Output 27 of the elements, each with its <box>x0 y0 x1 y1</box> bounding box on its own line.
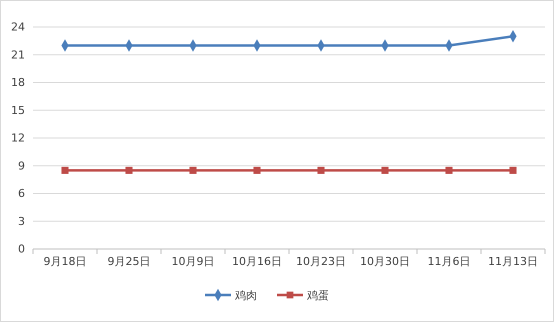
y-tick-label: 6 <box>18 187 25 200</box>
y-tick-label: 12 <box>11 132 25 145</box>
x-tick-label: 9月18日 <box>44 254 86 268</box>
x-tick-label: 10月9日 <box>172 254 214 268</box>
y-tick-label: 9 <box>18 159 25 172</box>
point <box>509 166 517 174</box>
point <box>253 166 261 174</box>
x-tick-label: 11月6日 <box>428 254 470 268</box>
y-tick-label: 15 <box>11 104 25 117</box>
x-tick-label: 10月23日 <box>296 254 346 268</box>
y-tick-label: 18 <box>11 76 25 90</box>
x-tick-label: 9月25日 <box>108 254 150 268</box>
y-tick-label: 0 <box>18 242 25 256</box>
legend-label: 鸡肉 <box>234 288 257 302</box>
point <box>381 166 389 174</box>
x-tick-label: 10月30日 <box>360 254 410 268</box>
point <box>189 166 197 174</box>
x-tick-label: 11月13日 <box>488 254 538 268</box>
y-tick-label: 24 <box>11 20 25 34</box>
x-tick-label: 10月16日 <box>232 254 282 268</box>
legend-label: 鸡蛋 <box>306 288 329 302</box>
point <box>61 166 69 174</box>
point <box>445 166 453 174</box>
point <box>125 166 133 174</box>
point <box>317 166 325 174</box>
y-tick-label: 3 <box>18 214 25 228</box>
y-tick-label: 21 <box>11 48 25 62</box>
